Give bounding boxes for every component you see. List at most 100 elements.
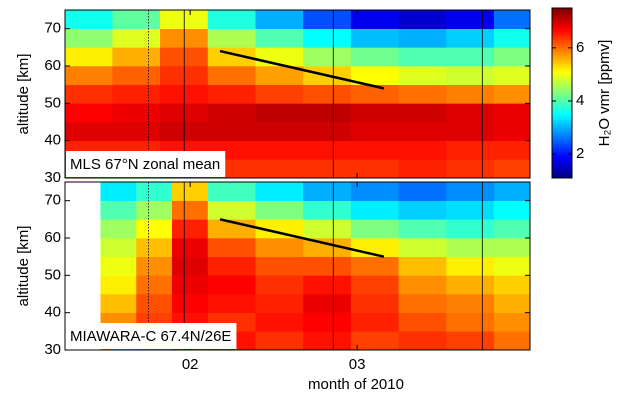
heatmap-cell <box>398 256 447 276</box>
heatmap-cell <box>64 84 113 104</box>
heatmap-cell <box>303 275 352 295</box>
heatmap-cell <box>493 65 531 85</box>
colorbar-swatch <box>552 79 572 83</box>
heatmap-cell <box>136 200 173 220</box>
heatmap-cell <box>493 28 531 48</box>
heatmap-cell <box>303 331 352 351</box>
heatmap-cell <box>303 140 352 160</box>
heatmap-cell <box>255 200 304 220</box>
colorbar-swatch <box>552 47 572 51</box>
heatmap-cell <box>112 47 161 67</box>
heatmap-cell <box>446 200 495 220</box>
colorbar-swatch <box>552 26 572 30</box>
heatmap-cell <box>207 293 257 313</box>
heatmap-cell <box>207 256 257 276</box>
trend-line <box>219 49 385 90</box>
heatmap-cell <box>303 84 352 104</box>
heatmap-cell <box>112 9 161 29</box>
x-tick-label: 02 <box>182 356 199 373</box>
colorbar-swatch <box>552 170 572 174</box>
heatmap-cell <box>446 293 495 313</box>
heatmap-cell <box>64 65 113 85</box>
heatmap-cell <box>398 28 447 48</box>
heatmap-cell <box>255 47 304 67</box>
heatmap-cell <box>303 293 352 313</box>
y-tick-label: 70 <box>44 192 61 209</box>
heatmap-cell <box>207 181 257 201</box>
colorbar-swatch <box>552 114 572 118</box>
heatmap-cell <box>172 237 209 257</box>
heatmap-cell <box>136 275 173 295</box>
colorbar-swatch <box>552 103 572 107</box>
colorbar-swatch <box>552 95 572 99</box>
colorbar-swatch <box>552 159 572 163</box>
colorbar-swatch <box>552 156 572 160</box>
colorbar-swatch <box>552 42 572 46</box>
heatmap-cell <box>446 275 495 295</box>
heatmap-cell <box>493 200 531 220</box>
heatmap-cell <box>207 65 257 85</box>
x-tick-label: 03 <box>349 356 366 373</box>
panel-label: MIAWARA-C 67.4N/26E <box>66 323 237 349</box>
heatmap-cell <box>255 28 304 48</box>
heatmap-cell <box>398 159 447 179</box>
heatmap-cell <box>350 121 400 141</box>
panel-label: MLS 67°N zonal mean <box>66 151 226 177</box>
heatmap-cell <box>207 28 257 48</box>
heatmap-cell <box>303 312 352 332</box>
y-tick-label: 30 <box>44 169 61 186</box>
heatmap-cell <box>207 84 257 104</box>
colorbar-swatch <box>552 8 572 12</box>
colorbar-swatch <box>552 37 572 41</box>
heatmap-cell <box>350 312 400 332</box>
colorbar-swatch <box>552 175 572 179</box>
heatmap-cell <box>398 9 447 29</box>
heatmap-cell <box>446 219 495 239</box>
heatmap-cell <box>350 47 400 67</box>
heatmap-cell <box>303 200 352 220</box>
heatmap-cell <box>493 9 531 29</box>
heatmap-cell <box>446 65 495 85</box>
heatmap-cell <box>172 200 209 220</box>
heatmap-cell <box>350 159 400 179</box>
heatmap-cell <box>255 237 304 257</box>
colorbar-swatch <box>552 98 572 102</box>
heatmap-cell <box>303 159 352 179</box>
heatmap-cell <box>255 256 304 276</box>
colorbar-swatch <box>552 69 572 73</box>
heatmap-cell <box>350 181 400 201</box>
colorbar-swatch <box>552 172 572 176</box>
colorbar-swatch <box>552 127 572 131</box>
heatmap-cell <box>303 28 352 48</box>
heatmap-cell <box>398 65 447 85</box>
colorbar-swatch <box>552 55 572 59</box>
heatmap-cell <box>446 47 495 67</box>
heatmap-cell <box>493 121 531 141</box>
heatmap-cell <box>207 103 257 123</box>
heatmap-cell <box>446 312 495 332</box>
colorbar-swatch <box>552 85 572 89</box>
colorbar-swatch <box>552 106 572 110</box>
heatmap-cell <box>207 275 257 295</box>
heatmap-cell <box>303 103 352 123</box>
heatmap-cell <box>64 121 113 141</box>
colorbar-swatch <box>552 77 572 81</box>
heatmap-cell <box>172 293 209 313</box>
heatmap-cell <box>172 219 209 239</box>
colorbar-swatch <box>552 93 572 97</box>
colorbar-swatch <box>552 10 572 14</box>
colorbar-tick-label: 4 <box>576 92 584 109</box>
colorbar-swatch <box>552 162 572 166</box>
colorbar-swatch <box>552 146 572 150</box>
heatmap-cell <box>255 9 304 29</box>
heatmap-cell <box>350 200 400 220</box>
colorbar-swatch <box>552 148 572 152</box>
heatmap-cell <box>446 9 495 29</box>
heatmap-cell <box>398 219 447 239</box>
heatmap-cell <box>446 121 495 141</box>
colorbar-swatch <box>552 50 572 54</box>
colorbar-swatch <box>552 108 572 112</box>
y-axis-label: altitude [km] <box>15 226 32 307</box>
panel-label-box <box>66 151 226 177</box>
